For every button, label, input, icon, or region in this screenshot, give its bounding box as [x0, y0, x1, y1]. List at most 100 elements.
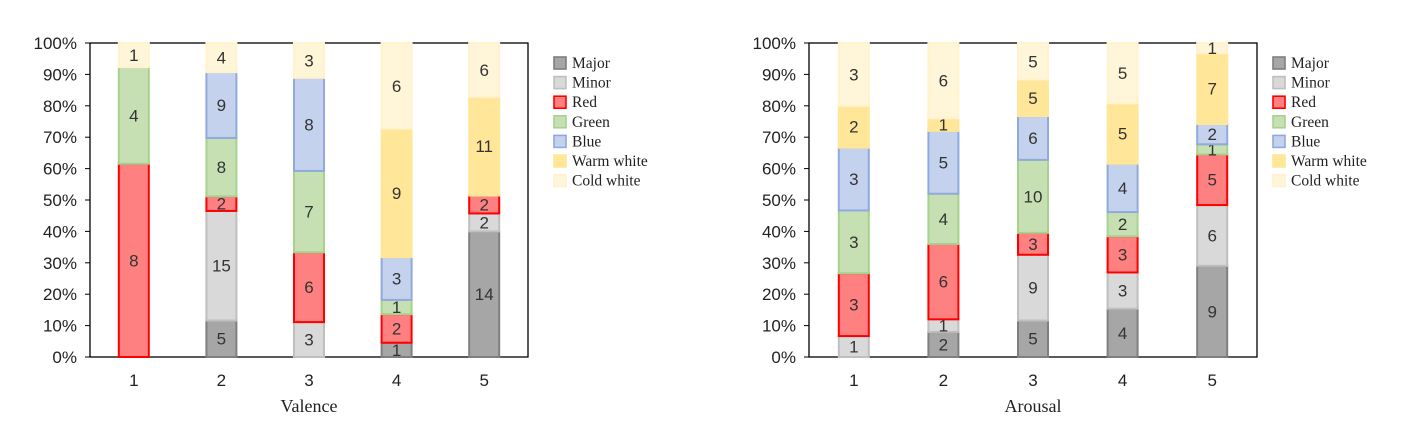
legend-label: Warm white: [1291, 153, 1367, 170]
data-label: 2: [1207, 125, 1216, 144]
x-tick-label: 2: [939, 371, 948, 390]
bar-segment: [1017, 253, 1049, 322]
legend: Major Minor Red Green Blue Warm white Cold whi…: [553, 55, 648, 190]
y-tick-label: 60%: [43, 160, 77, 179]
data-label: 5: [1118, 125, 1127, 144]
data-label: 15: [212, 257, 231, 276]
data-label: 9: [1028, 279, 1037, 298]
x-tick-label: 1: [129, 371, 138, 390]
legend-label: Minor: [572, 75, 612, 92]
legend: Major Minor Red Green Blue Warm white Cold whi…: [1272, 55, 1367, 190]
data-label: 3: [392, 270, 401, 289]
data-label: 8: [217, 158, 226, 177]
y-tick-label: 50%: [762, 191, 796, 210]
y-tick-label: 70%: [762, 128, 796, 147]
y-tick-label: 40%: [762, 222, 796, 241]
data-label: 6: [304, 278, 313, 297]
data-label: 3: [1118, 245, 1127, 264]
data-label: 2: [392, 319, 401, 338]
legend-swatch: [1272, 115, 1286, 129]
bar-segment: [1106, 102, 1139, 165]
x-tick-label: 5: [479, 371, 488, 390]
data-label: 3: [849, 65, 858, 84]
bar-segment: [1017, 78, 1049, 118]
bar-segment: [1106, 42, 1139, 105]
legend-swatch: [1272, 173, 1286, 188]
bar-segment: [1196, 264, 1229, 359]
data-label: 1: [392, 341, 401, 360]
bar-segment: [205, 42, 238, 74]
data-label: 4: [1118, 324, 1127, 343]
data-label: 3: [1118, 282, 1127, 301]
bar-segment: [117, 42, 150, 69]
legend-swatch: [553, 115, 567, 129]
data-label: 6: [939, 273, 948, 292]
chart-1: 0% 10% 20% 30% 40% 50% 60% 70% 80% 90% 100% 1 8 4 1 2 5 1…: [34, 34, 648, 416]
legend-label: Red: [572, 94, 597, 111]
legend-label: Minor: [1291, 75, 1331, 92]
y-tick-label: 50%: [43, 191, 77, 210]
data-label: 5: [217, 330, 226, 349]
y-tick-label: 30%: [43, 254, 77, 273]
data-label: 9: [217, 96, 226, 115]
legend-swatch: [553, 173, 567, 188]
legend-swatch: [1272, 134, 1286, 149]
bar-segment: [1106, 162, 1139, 214]
data-label: 7: [1207, 80, 1216, 99]
bar-segment: [927, 192, 960, 245]
y-tick-label: 70%: [43, 128, 77, 147]
data-label: 4: [129, 106, 138, 125]
data-label: 14: [475, 285, 494, 304]
y-tick-label: 0%: [771, 348, 796, 367]
data-label: 5: [1207, 171, 1216, 190]
legend-label: Warm white: [572, 153, 648, 170]
legend-label: Cold white: [572, 173, 641, 190]
data-label: 4: [217, 49, 226, 68]
legend-label: Cold white: [1291, 173, 1360, 190]
x-tick-label: 5: [1207, 371, 1216, 390]
legend-swatch: [1272, 154, 1286, 168]
bar-segment: [1106, 271, 1139, 310]
y-tick-label: 40%: [43, 222, 77, 241]
bar-segment: [293, 42, 325, 79]
y-tick-label: 10%: [762, 317, 796, 336]
legend-label: Green: [1291, 114, 1329, 131]
data-label: 1: [939, 317, 948, 336]
data-label: 2: [849, 118, 858, 137]
data-label: 9: [392, 184, 401, 203]
legend-swatch: [1272, 75, 1286, 90]
data-label: 6: [479, 61, 488, 80]
x-axis-title: Arousal: [1005, 396, 1062, 416]
data-label: 2: [479, 213, 488, 232]
data-label: 11: [475, 137, 493, 156]
legend-swatch: [553, 95, 567, 109]
legend-label: Green: [572, 114, 610, 131]
data-label: 2: [479, 195, 488, 214]
data-label: 5: [939, 153, 948, 172]
data-label: 10: [1024, 187, 1043, 206]
bar-segment: [927, 330, 960, 359]
y-tick-label: 10%: [43, 317, 77, 336]
data-label: 6: [392, 77, 401, 96]
data-label: 8: [304, 115, 313, 134]
data-label: 7: [304, 203, 313, 222]
bar-segment: [468, 95, 501, 197]
data-label: 6: [939, 72, 948, 91]
y-tick-label: 100%: [34, 34, 77, 53]
x-tick-label: 4: [1118, 371, 1127, 390]
data-label: 2: [217, 195, 226, 214]
bar-segment: [205, 319, 238, 358]
y-tick-label: 80%: [43, 97, 77, 116]
data-label: 5: [1118, 64, 1127, 83]
data-label: 1: [849, 338, 858, 357]
bar-segment: [1196, 52, 1229, 126]
bar-segment: [380, 313, 413, 344]
data-label: 3: [849, 233, 858, 252]
data-label: 4: [939, 210, 948, 229]
y-tick-label: 30%: [762, 254, 796, 273]
legend-swatch: [553, 75, 567, 90]
x-tick-label: 3: [304, 371, 313, 390]
data-label: 5: [1028, 330, 1037, 349]
bar-segment: [117, 66, 150, 165]
bar-segment: [380, 42, 413, 130]
